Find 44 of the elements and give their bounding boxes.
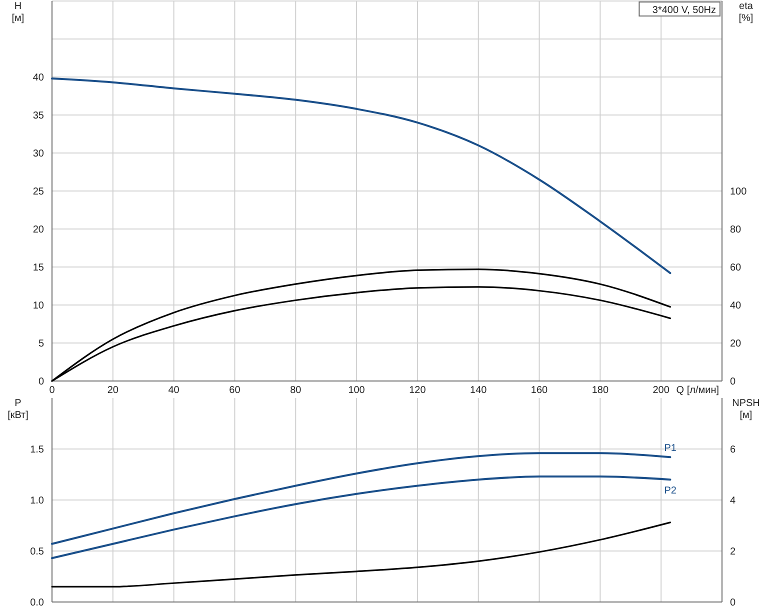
x-tick-label: 60: [229, 385, 241, 396]
y2-tick-label: 6: [730, 444, 736, 456]
y2-tick-label: 60: [730, 262, 742, 274]
x-tick-label: 200: [652, 385, 670, 396]
y-tick-label: 10: [32, 300, 44, 312]
y2-tick-label: 80: [730, 224, 742, 236]
y-tick-label: 0.0: [30, 598, 44, 608]
y-tick-label: 1.5: [30, 444, 44, 456]
line-series: [51, 78, 672, 274]
y-axis-title: H [м]: [12, 1, 24, 24]
y-tick-label: 40: [32, 72, 44, 84]
x-tick-label: 180: [592, 385, 609, 396]
y2-axis-title: eta [%]: [738, 1, 754, 24]
y-tick-label: 20: [32, 224, 44, 236]
x-tick-label: 80: [290, 385, 302, 396]
x-tick-label: 120: [409, 385, 426, 396]
y-axis-title: P [кВт]: [8, 398, 29, 421]
y2-tick-label: 2: [730, 546, 736, 558]
y-tick-label: 35: [32, 110, 44, 122]
x-tick-label: 20: [107, 385, 119, 396]
x-tick-label: 140: [470, 385, 488, 396]
annotation: 3*400 V, 50Hz: [652, 5, 716, 16]
y2-tick-label: 4: [730, 496, 736, 506]
series-label: P1: [664, 443, 677, 454]
line-series: [51, 522, 672, 588]
y2-tick-label: 0: [730, 376, 736, 388]
y-tick-label: 30: [32, 148, 44, 160]
y2-tick-label: 0: [730, 598, 736, 608]
x-tick-label: 100: [348, 385, 366, 396]
y-tick-label: 15: [32, 262, 44, 274]
y-tick-label: 5: [38, 338, 44, 350]
y2-tick-label: 100: [730, 186, 748, 198]
y-tick-label: 1.0: [30, 496, 44, 506]
x-axis-title: Q [л/мин]: [676, 385, 720, 396]
x-tick-label: 160: [530, 385, 548, 396]
x-tick-label: 0: [49, 385, 56, 396]
x-tick-label: 40: [168, 385, 180, 396]
y2-tick-label: 20: [730, 338, 742, 350]
y-tick-label: 25: [32, 186, 44, 198]
y2-axis-title: NPSH [м]: [732, 398, 760, 421]
y-tick-label: 0.5: [30, 546, 44, 558]
y-tick-label: 0: [38, 376, 44, 388]
y2-tick-label: 40: [730, 300, 742, 312]
series-label: P2: [664, 486, 677, 497]
